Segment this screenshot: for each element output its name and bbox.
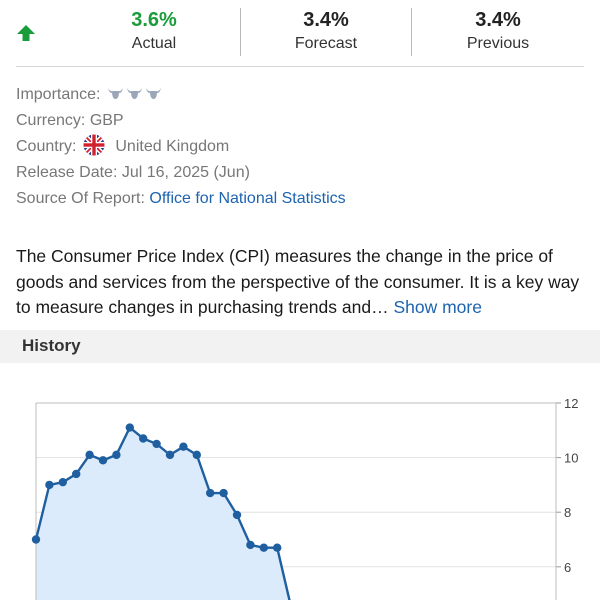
source-link[interactable]: Office for National Statistics (149, 190, 346, 207)
data-point[interactable] (98, 456, 108, 465)
uk-flag-icon (83, 134, 105, 156)
country-value: United Kingdom (115, 138, 230, 155)
data-point[interactable] (139, 434, 148, 443)
up-arrow-icon (17, 25, 35, 41)
data-point[interactable] (206, 488, 215, 498)
previous-stat: 3.4% Previous (438, 6, 558, 54)
header-divider (16, 66, 584, 67)
importance-row: Importance: (16, 82, 586, 108)
source-row: Source Of Report: Office for National St… (16, 186, 586, 212)
data-point[interactable] (273, 543, 282, 552)
show-more-link[interactable]: Show more (393, 297, 482, 317)
data-point[interactable] (85, 450, 94, 460)
previous-label: Previous (466, 35, 530, 52)
history-section-header: History (0, 330, 600, 363)
importance-rating (105, 86, 162, 103)
currency-label: Currency: (16, 112, 86, 129)
data-point[interactable] (58, 477, 67, 487)
country-label: Country: (16, 138, 77, 155)
area-fill (36, 427, 291, 600)
importance-label: Importance: (16, 86, 101, 103)
y-tick-label: 10 (564, 451, 578, 466)
description-text: The Consumer Price Index (CPI) measures … (16, 246, 580, 317)
data-point[interactable] (246, 540, 255, 550)
release-date-value: Jul 16, 2025 (Jun) (121, 164, 250, 181)
y-tick-label: 8 (564, 505, 571, 520)
country-row: Country: United Kingdom (16, 134, 586, 160)
forecast-stat: 3.4% Forecast (268, 6, 384, 54)
currency-row: Currency: GBP (16, 108, 586, 134)
actual-label: Actual (131, 35, 177, 52)
bull-icon (107, 88, 123, 99)
stat-divider (240, 8, 241, 56)
stat-divider (411, 8, 412, 56)
source-label: Source Of Report: (16, 190, 145, 207)
data-point[interactable] (152, 439, 161, 449)
data-point[interactable] (219, 488, 228, 498)
previous-value: 3.4% (475, 9, 521, 31)
release-date-label: Release Date: (16, 164, 118, 181)
release-date-row: Release Date: Jul 16, 2025 (Jun) (16, 160, 586, 186)
stats-header: 3.6% Actual 3.4% Forecast 3.4% Previous (0, 0, 600, 66)
event-description: The Consumer Price Index (CPI) measures … (16, 244, 590, 321)
data-point[interactable] (45, 480, 54, 490)
history-chart: 12 10 8 6 (31, 396, 578, 600)
data-point[interactable] (112, 450, 121, 460)
data-point[interactable] (125, 423, 134, 432)
data-point[interactable] (72, 469, 81, 479)
data-point[interactable] (31, 535, 41, 544)
data-point[interactable] (192, 450, 201, 460)
data-point[interactable] (259, 543, 268, 552)
data-point[interactable] (232, 510, 242, 520)
event-details: Importance: Currency: GBP Country: (16, 82, 586, 212)
currency-value: GBP (89, 112, 124, 129)
actual-stat: 3.6% Actual (104, 6, 204, 54)
data-point[interactable] (179, 442, 188, 451)
y-tick-label: 6 (564, 560, 571, 575)
y-tick-label: 12 (564, 396, 578, 411)
data-point[interactable] (165, 450, 175, 460)
bull-icon (145, 88, 161, 99)
history-title: History (22, 336, 81, 355)
bull-icon (126, 88, 142, 99)
forecast-value: 3.4% (303, 9, 349, 31)
forecast-label: Forecast (294, 35, 358, 52)
actual-value: 3.6% (131, 9, 177, 31)
